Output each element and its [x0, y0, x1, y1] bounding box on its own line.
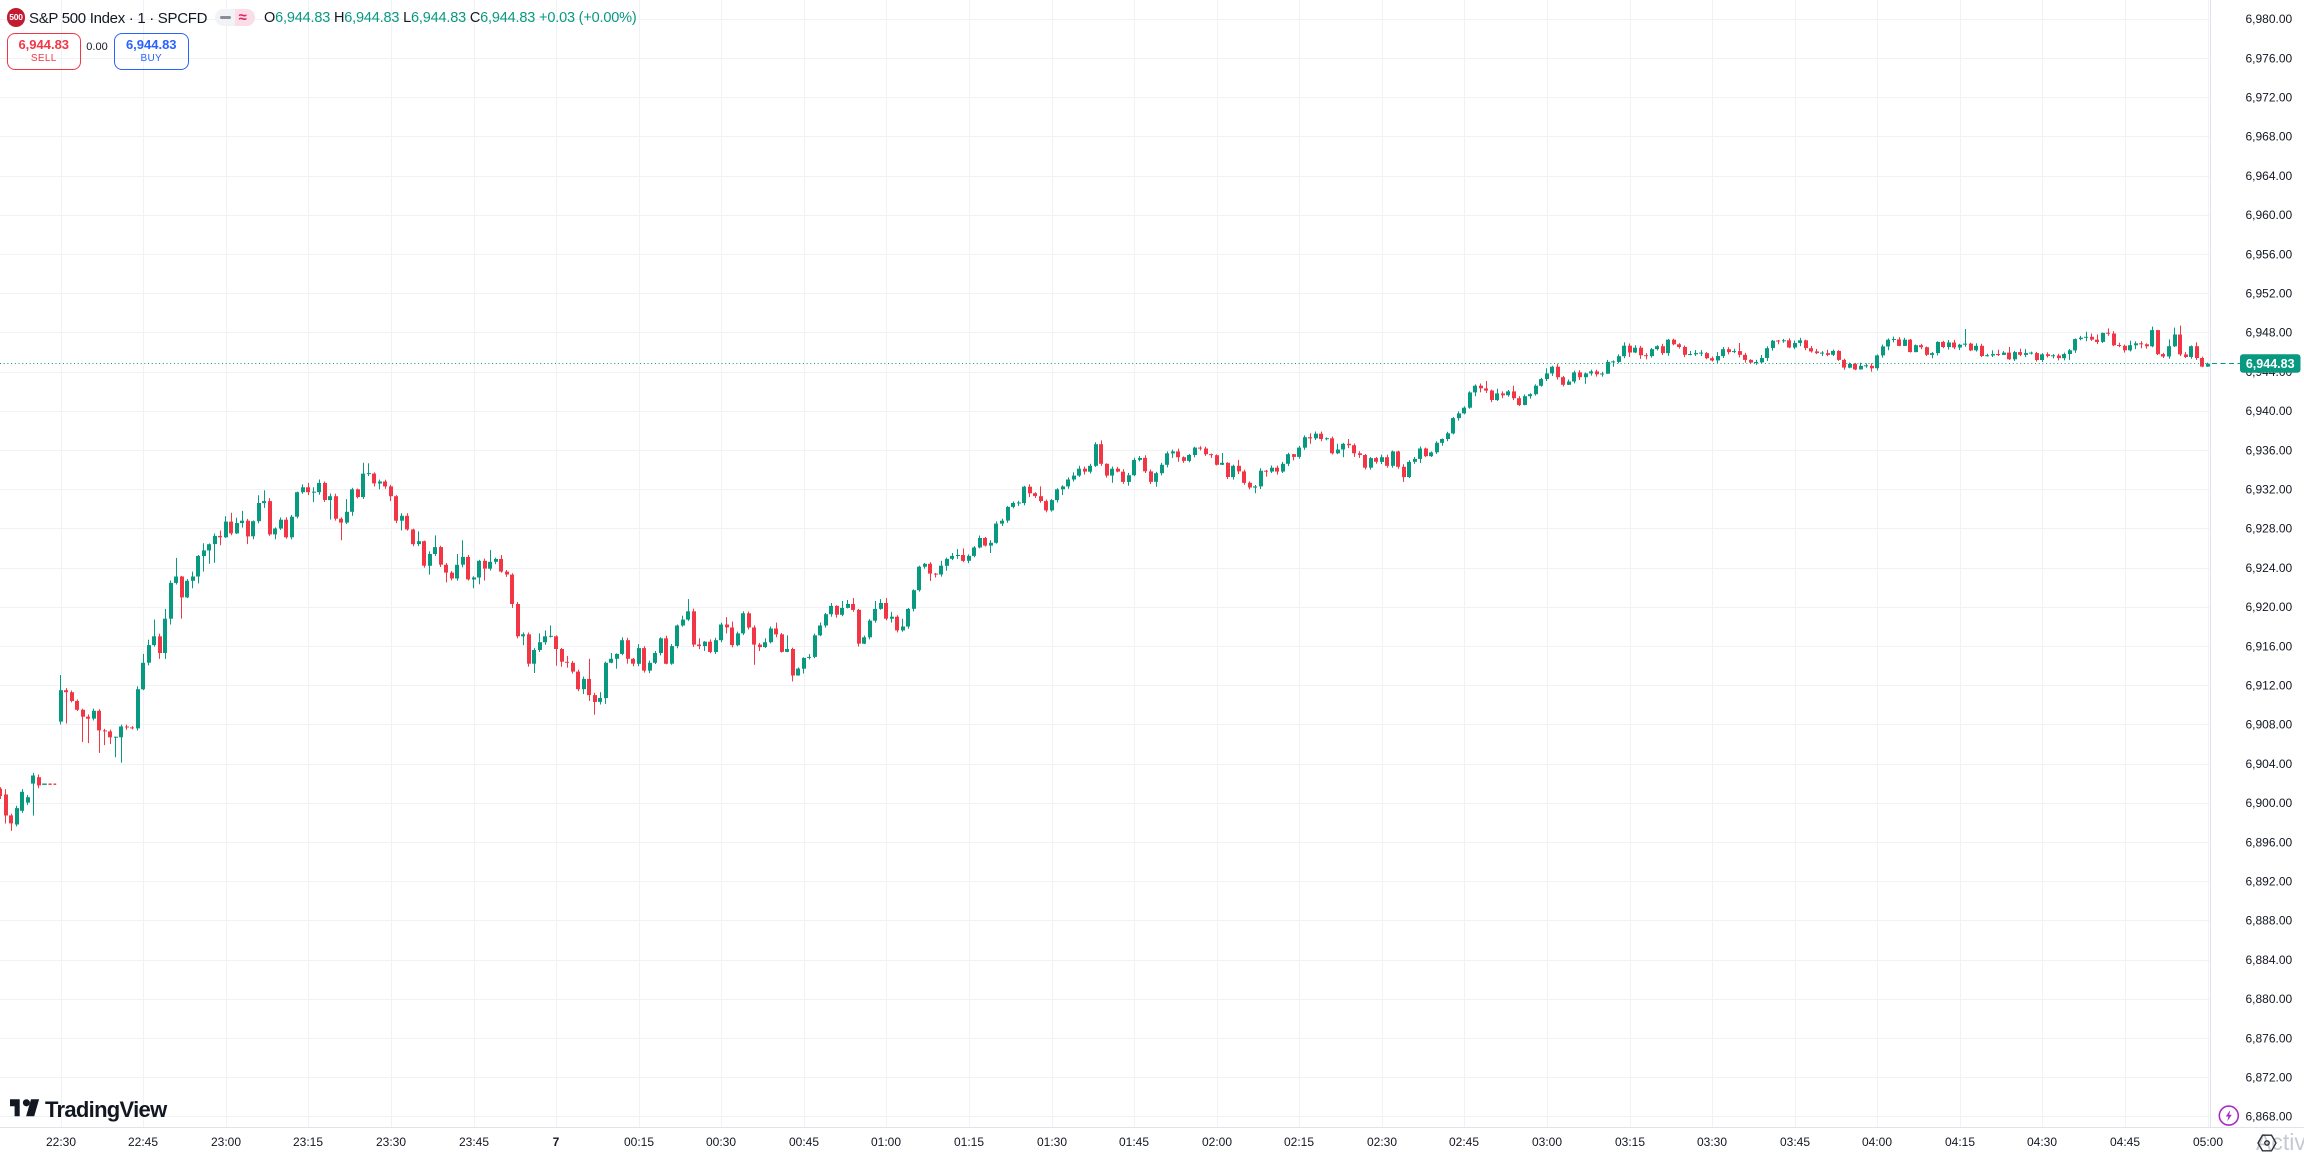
svg-text:6,908.00: 6,908.00 [2246, 718, 2293, 732]
svg-text:23:15: 23:15 [293, 1135, 323, 1149]
svg-text:6,944.83: 6,944.83 [2246, 357, 2295, 371]
svg-text:03:00: 03:00 [1532, 1135, 1562, 1149]
svg-text:6,956.00: 6,956.00 [2246, 247, 2293, 261]
svg-text:6,892.00: 6,892.00 [2246, 875, 2293, 889]
svg-text:02:45: 02:45 [1449, 1135, 1479, 1149]
svg-text:6,876.00: 6,876.00 [2246, 1031, 2293, 1045]
svg-text:6,964.00: 6,964.00 [2246, 169, 2293, 183]
svg-text:6,972.00: 6,972.00 [2246, 91, 2293, 105]
svg-text:01:45: 01:45 [1119, 1135, 1149, 1149]
svg-text:02:00: 02:00 [1202, 1135, 1232, 1149]
svg-text:6,936.00: 6,936.00 [2246, 443, 2293, 457]
svg-text:23:45: 23:45 [459, 1135, 489, 1149]
svg-text:6,940.00: 6,940.00 [2246, 404, 2293, 418]
svg-text:01:30: 01:30 [1037, 1135, 1067, 1149]
svg-text:00:15: 00:15 [624, 1135, 654, 1149]
svg-text:6,884.00: 6,884.00 [2246, 953, 2293, 967]
svg-text:23:00: 23:00 [211, 1135, 241, 1149]
svg-text:04:00: 04:00 [1862, 1135, 1892, 1149]
svg-text:22:30: 22:30 [46, 1135, 76, 1149]
svg-text:00:45: 00:45 [789, 1135, 819, 1149]
svg-text:6,960.00: 6,960.00 [2246, 208, 2293, 222]
svg-text:6,888.00: 6,888.00 [2246, 914, 2293, 928]
svg-text:05:00: 05:00 [2193, 1135, 2223, 1149]
svg-text:6,868.00: 6,868.00 [2246, 1110, 2293, 1124]
svg-text:6,976.00: 6,976.00 [2246, 51, 2293, 65]
svg-text:6,896.00: 6,896.00 [2246, 835, 2293, 849]
svg-text:03:30: 03:30 [1697, 1135, 1727, 1149]
svg-text:22:45: 22:45 [128, 1135, 158, 1149]
svg-text:23:30: 23:30 [376, 1135, 406, 1149]
svg-text:00:30: 00:30 [706, 1135, 736, 1149]
svg-text:03:45: 03:45 [1780, 1135, 1810, 1149]
svg-text:6,952.00: 6,952.00 [2246, 287, 2293, 301]
svg-text:TradingView: TradingView [45, 1097, 168, 1122]
svg-text:6,980.00: 6,980.00 [2246, 12, 2293, 26]
svg-text:6,928.00: 6,928.00 [2246, 522, 2293, 536]
svg-text:6,872.00: 6,872.00 [2246, 1071, 2293, 1085]
svg-text:01:00: 01:00 [871, 1135, 901, 1149]
svg-text:01:15: 01:15 [954, 1135, 984, 1149]
svg-text:04:30: 04:30 [2027, 1135, 2057, 1149]
svg-text:6,924.00: 6,924.00 [2246, 561, 2293, 575]
svg-text:6,932.00: 6,932.00 [2246, 483, 2293, 497]
svg-text:6,920.00: 6,920.00 [2246, 600, 2293, 614]
svg-text:03:15: 03:15 [1615, 1135, 1645, 1149]
svg-text:7: 7 [553, 1135, 560, 1149]
svg-text:6,916.00: 6,916.00 [2246, 639, 2293, 653]
svg-text:04:45: 04:45 [2110, 1135, 2140, 1149]
svg-text:02:15: 02:15 [1284, 1135, 1314, 1149]
svg-text:6,948.00: 6,948.00 [2246, 326, 2293, 340]
svg-text:6,900.00: 6,900.00 [2246, 796, 2293, 810]
svg-text:6,968.00: 6,968.00 [2246, 130, 2293, 144]
svg-text:04:15: 04:15 [1945, 1135, 1975, 1149]
svg-text:6,912.00: 6,912.00 [2246, 679, 2293, 693]
svg-text:02:30: 02:30 [1367, 1135, 1397, 1149]
svg-text:6,880.00: 6,880.00 [2246, 992, 2293, 1006]
svg-text:6,904.00: 6,904.00 [2246, 757, 2293, 771]
